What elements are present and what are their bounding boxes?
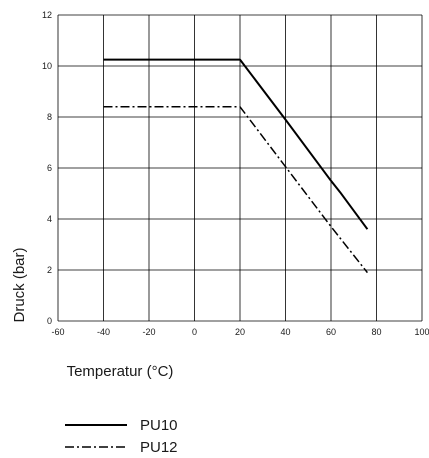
grid <box>57 14 423 322</box>
y-tick-labels: 0 2 4 6 8 10 12 <box>42 10 52 326</box>
x-tick-label: 20 <box>235 327 245 337</box>
y-tick-label: 12 <box>42 10 52 20</box>
x-tick-label: -40 <box>97 327 110 337</box>
x-axis-label: Temperatur (°C) <box>67 363 174 380</box>
x-tick-label: 100 <box>414 327 429 337</box>
legend-label-pu12: PU12 <box>140 439 178 456</box>
legend-label-pu10: PU10 <box>140 417 178 434</box>
x-tick-label: 60 <box>326 327 336 337</box>
series-line-pu10 <box>103 58 369 230</box>
y-tick-label: 0 <box>47 316 52 326</box>
y-axis-label: Druck (bar) <box>11 247 28 322</box>
x-tick-label: 0 <box>192 327 197 337</box>
x-tick-label: 40 <box>280 327 290 337</box>
y-tick-label: 6 <box>47 163 52 173</box>
legend: PU10 PU12 <box>65 417 178 456</box>
series-layer <box>103 58 369 274</box>
x-tick-label: -20 <box>142 327 155 337</box>
x-tick-label: 80 <box>371 327 381 337</box>
x-tick-label: -60 <box>51 327 64 337</box>
y-tick-label: 8 <box>47 112 52 122</box>
series-line-pu12 <box>103 106 368 274</box>
x-tick-labels: -60 -40 -20 0 20 40 60 80 100 <box>51 327 429 337</box>
y-tick-label: 4 <box>47 214 52 224</box>
y-tick-label: 10 <box>42 61 52 71</box>
y-tick-label: 2 <box>47 265 52 275</box>
